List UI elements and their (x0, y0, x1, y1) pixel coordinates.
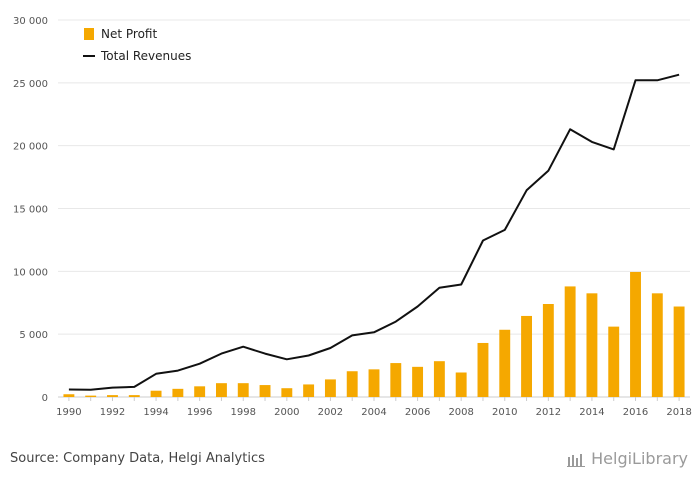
chart-svg: 0 5 000 10 000 15 000 20 000 25 000 30 000 1990… (13, 16, 692, 418)
legend: Net Profit Total Revenues (83, 27, 191, 63)
bar (630, 271, 641, 397)
bar (499, 329, 511, 397)
x-tick-label: 2018 (666, 407, 691, 418)
x-tick-label: 1998 (231, 407, 256, 418)
bar (237, 383, 249, 397)
footer: Source: Company Data, Helgi Analytics He… (0, 440, 700, 483)
x-tick-label: 1994 (143, 407, 168, 418)
x-tick-label: 2014 (579, 407, 604, 418)
bar (455, 372, 467, 397)
bar (651, 293, 663, 397)
bar (673, 306, 685, 397)
bar (412, 366, 424, 397)
y-tick-label: 10 000 (13, 267, 48, 278)
bar (259, 385, 271, 397)
y-tick-label: 25 000 (13, 79, 48, 90)
legend-label-net-profit: Net Profit (101, 27, 157, 41)
y-tick-label: 20 000 (13, 142, 48, 153)
bar (542, 304, 554, 397)
bar (608, 326, 620, 397)
bar (346, 371, 358, 397)
bar (390, 363, 402, 397)
x-tick-label: 1990 (56, 407, 81, 418)
x-tick-label: 2006 (405, 407, 430, 418)
x-tick-label: 2004 (361, 407, 386, 418)
brand-logo: HelgiLibrary (567, 449, 688, 468)
bar (324, 379, 336, 397)
bar (303, 384, 315, 397)
y-tick-label: 15 000 (13, 205, 48, 216)
bar (368, 369, 380, 397)
brand-name: HelgiLibrary (591, 449, 688, 468)
source-note: Source: Company Data, Helgi Analytics (10, 451, 265, 466)
y-tick-label: 30 000 (13, 16, 48, 27)
x-tick-label: 2008 (448, 407, 473, 418)
bar (194, 386, 206, 397)
revenue-line (68, 73, 680, 391)
bar (150, 390, 162, 397)
x-tick-label: 1996 (187, 407, 212, 418)
bar (521, 315, 532, 397)
bar (433, 361, 445, 397)
bar (107, 395, 118, 397)
bar (216, 383, 227, 397)
x-tick-label: 2016 (623, 407, 648, 418)
legend-label-total-revenues: Total Revenues (100, 49, 191, 63)
x-tick-label: 2000 (274, 407, 299, 418)
y-tick-label: 0 (42, 393, 48, 404)
bar (281, 388, 293, 397)
bar (128, 395, 140, 397)
bar (85, 395, 97, 397)
x-tick-label: 2012 (536, 407, 561, 418)
bar (477, 342, 489, 397)
bar (63, 394, 75, 397)
x-tick-label: 2002 (318, 407, 343, 418)
y-tick-label: 5 000 (19, 330, 48, 341)
bar (564, 286, 576, 397)
library-icon (567, 453, 586, 467)
x-tick-label: 1992 (100, 407, 125, 418)
x-tick-label: 2010 (492, 407, 517, 418)
legend-swatch-net-profit (84, 28, 94, 40)
bar (586, 293, 598, 397)
bar (172, 388, 184, 397)
